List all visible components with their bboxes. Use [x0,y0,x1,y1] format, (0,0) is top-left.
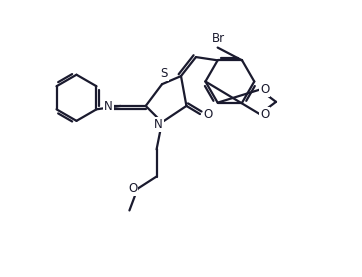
Text: N: N [154,118,163,131]
Text: Br: Br [212,32,225,45]
Text: O: O [203,108,213,121]
Text: N: N [104,100,113,113]
Text: O: O [260,107,269,120]
Text: O: O [128,182,137,195]
Text: S: S [160,67,168,80]
Text: O: O [260,83,269,96]
